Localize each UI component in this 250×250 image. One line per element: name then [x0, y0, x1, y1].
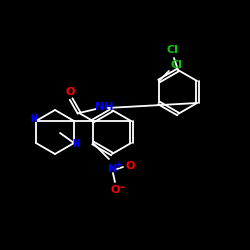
Text: NH: NH — [95, 102, 113, 112]
Text: N: N — [108, 164, 118, 174]
Text: O: O — [125, 161, 135, 171]
Text: O: O — [110, 185, 120, 195]
Text: -: - — [120, 182, 124, 194]
Text: O: O — [66, 87, 75, 97]
Text: N: N — [30, 114, 37, 124]
Text: N: N — [73, 139, 80, 149]
Text: Cl: Cl — [166, 45, 178, 55]
Text: +: + — [115, 160, 123, 170]
Text: Cl: Cl — [170, 60, 182, 70]
